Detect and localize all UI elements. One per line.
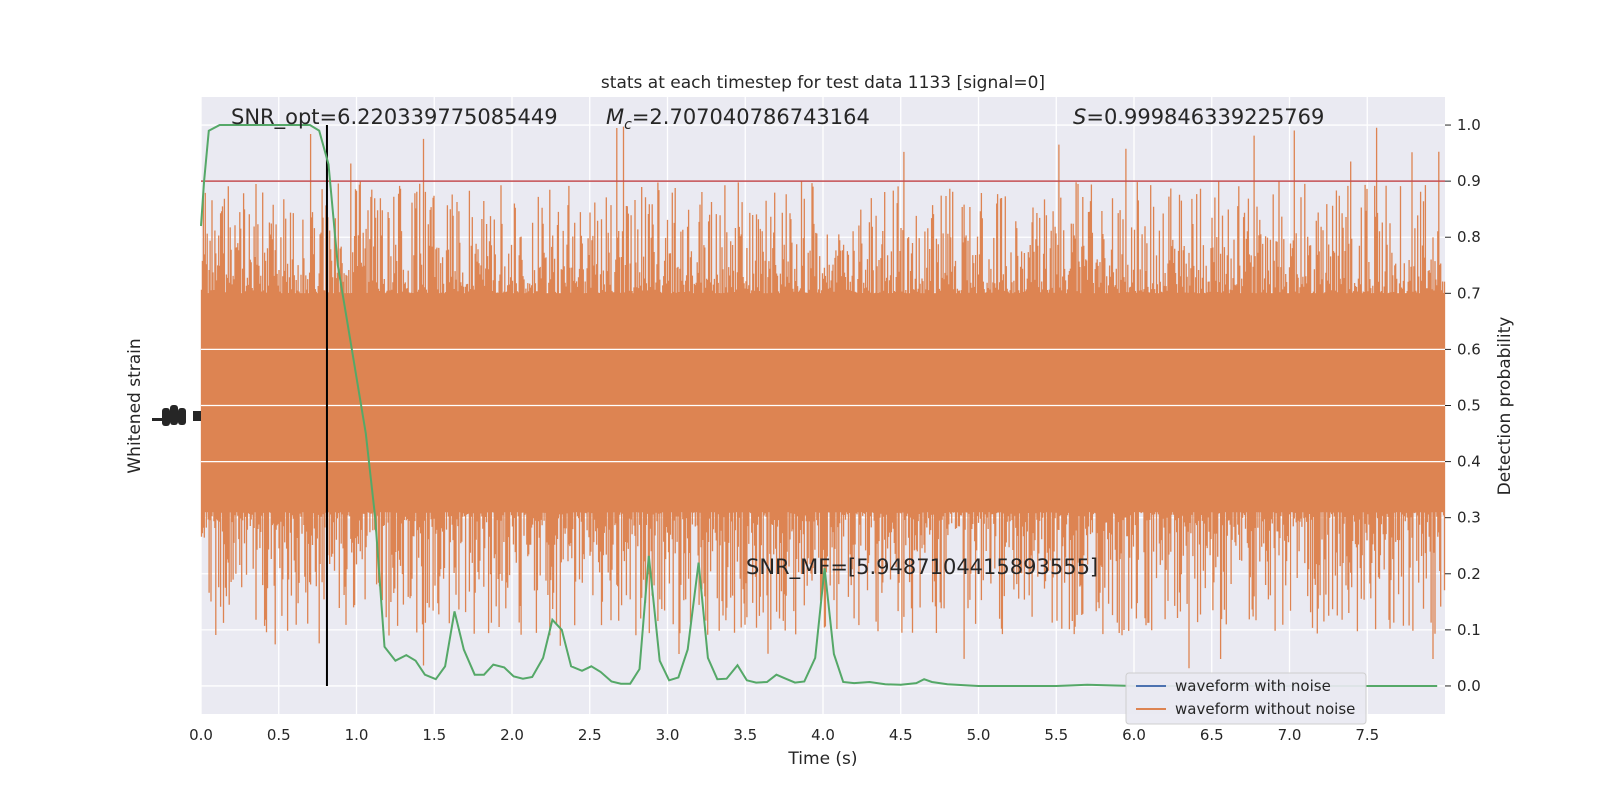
x-tick-label: 2.0 [500, 726, 524, 744]
x-axis-ticks: 0.0 0.5 1.0 1.5 2.0 2.5 3.0 3.5 4.0 4.5 5.0 5.5 6.0 6… [189, 726, 1379, 744]
x-tick-label: 3.5 [733, 726, 757, 744]
left-axis-clutter [152, 405, 201, 426]
x-tick-label: 6.5 [1200, 726, 1224, 744]
noise-core-band [201, 293, 1445, 513]
legend-label-without-noise: waveform without noise [1175, 700, 1355, 718]
s-value: =0.999846339225769 [1086, 105, 1324, 129]
noise-waveform [200, 126, 1446, 669]
annotation-snr-mf: SNR_MF=[5.9487104415893555] [746, 555, 1098, 580]
right-tick-label: 0.8 [1457, 228, 1481, 246]
x-tick-label: 6.0 [1122, 726, 1146, 744]
probability-line [200, 124, 1438, 687]
right-axis-ticks: 0.0 0.1 0.2 0.3 0.4 0.5 0.6 0.7 0.8 0.9 1.0 [1445, 116, 1481, 695]
right-tick-label: 0.0 [1457, 677, 1481, 695]
annotation-snr-opt: SNR_opt=6.220339775085449 [231, 105, 558, 130]
x-axis-label: Time (s) [787, 749, 857, 769]
x-tick-label: 5.5 [1044, 726, 1068, 744]
x-tick-label: 1.0 [345, 726, 369, 744]
x-tick-label: 2.5 [578, 726, 602, 744]
legend: waveform with noise waveform without noi… [1125, 672, 1367, 725]
mc-value: =2.707040786743164 [632, 105, 870, 129]
annotation-s: S=0.999846339225769 [1073, 105, 1324, 129]
right-axis-label: Detection probability [1495, 317, 1515, 496]
right-tick-label: 0.2 [1457, 565, 1481, 583]
legend-label-with-noise: waveform with noise [1175, 677, 1331, 695]
x-tick-label: 4.5 [889, 726, 913, 744]
chart-title: stats at each timestep for test data 113… [601, 73, 1045, 93]
right-tick-label: 0.5 [1457, 397, 1481, 415]
right-tick-label: 0.4 [1457, 453, 1481, 471]
right-tick-label: 0.3 [1457, 509, 1481, 527]
x-tick-label: 7.0 [1278, 726, 1302, 744]
legend-box [1125, 672, 1367, 725]
right-tick-label: 1.0 [1457, 116, 1481, 134]
x-tick-label: 0.0 [189, 726, 213, 744]
x-tick-label: 5.0 [967, 726, 991, 744]
x-tick-label: 0.5 [267, 726, 291, 744]
s-symbol: S [1073, 105, 1086, 129]
annotation-chirp-mass: Mc=2.707040786743164 [606, 105, 870, 133]
right-tick-label: 0.1 [1457, 621, 1481, 639]
x-tick-label: 1.5 [422, 726, 446, 744]
x-tick-label: 7.5 [1355, 726, 1379, 744]
left-axis-label: Whitened strain [125, 338, 145, 473]
right-tick-label: 0.6 [1457, 340, 1481, 358]
right-tick-label: 0.9 [1457, 172, 1481, 190]
x-tick-label: 4.0 [811, 726, 835, 744]
mc-subscript: c [624, 117, 632, 133]
x-tick-label: 3.0 [656, 726, 680, 744]
right-tick-label: 0.7 [1457, 284, 1481, 302]
mc-symbol: M [606, 105, 624, 129]
